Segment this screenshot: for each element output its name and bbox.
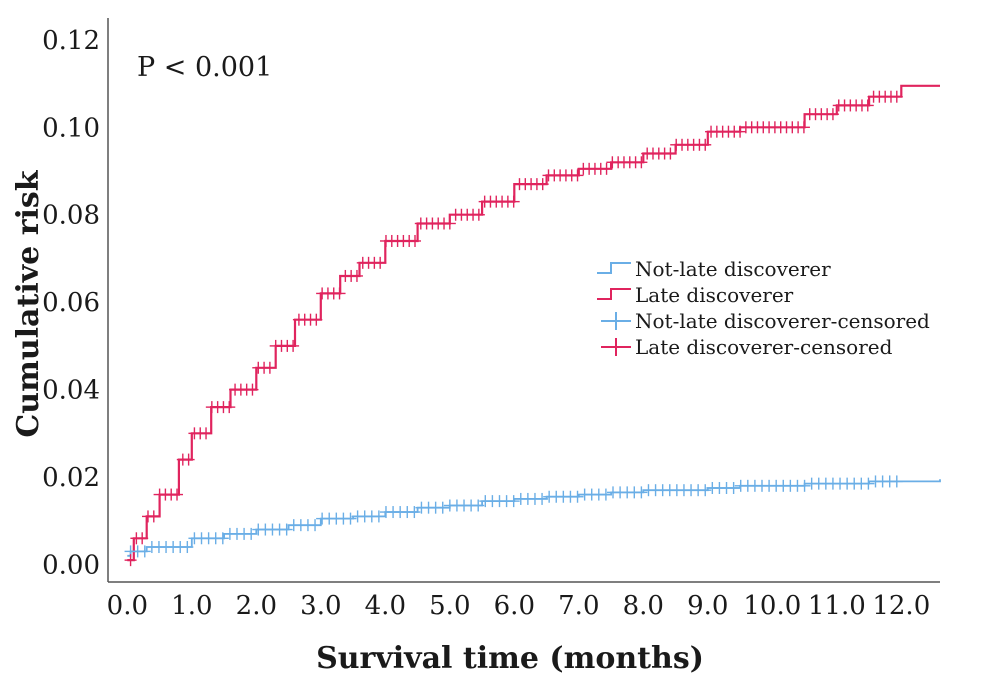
censor-mark xyxy=(798,479,811,492)
censor-mark xyxy=(372,510,385,523)
censor-mark xyxy=(138,545,151,558)
legend-label: Late discoverer xyxy=(635,283,794,307)
legend-label: Late discoverer-censored xyxy=(635,335,893,359)
censor-mark xyxy=(890,475,903,488)
censor-mark xyxy=(408,506,421,519)
series-line-not-late xyxy=(127,479,941,557)
censor-mark xyxy=(571,490,584,503)
censor-mark xyxy=(344,512,357,525)
censor-mark xyxy=(333,287,346,300)
censor-mark xyxy=(245,527,258,540)
censor-mark xyxy=(309,519,322,532)
censor-mark xyxy=(280,523,293,536)
censor-mark xyxy=(472,499,485,512)
axes xyxy=(107,18,940,583)
y-tick-label: 0.04 xyxy=(42,376,100,406)
legend-item: Late discoverer-censored xyxy=(601,335,893,359)
censor-mark xyxy=(287,339,300,352)
censor-mark xyxy=(536,492,549,505)
censor-mark xyxy=(147,510,160,523)
censor-mark xyxy=(664,147,677,160)
censor-mark xyxy=(571,169,584,182)
x-tick-label: 6.0 xyxy=(494,591,535,621)
x-tick-label: 10.0 xyxy=(743,591,801,621)
y-tick-label: 0.10 xyxy=(42,113,100,143)
legend-label: Not-late discoverer xyxy=(635,257,831,281)
y-tick-label: 0.08 xyxy=(42,201,100,231)
y-tick-labels: 0.00 0.02 0.04 0.06 0.08 0.10 0.12 xyxy=(42,26,100,581)
censor-marks xyxy=(124,90,903,567)
censor-mark xyxy=(599,488,612,501)
censor-mark xyxy=(507,495,520,508)
censor-mark xyxy=(263,361,276,374)
y-axis-title: Cumulative risk xyxy=(11,169,46,437)
censor-mark xyxy=(124,554,137,567)
x-tick-label: 11.0 xyxy=(808,591,866,621)
y-tick-label: 0.12 xyxy=(42,26,100,56)
censor-mark xyxy=(635,486,648,499)
censor-mark xyxy=(797,121,810,134)
legend-label: Not-late discoverer-censored xyxy=(635,309,930,333)
censor-mark xyxy=(861,99,874,112)
censor-mark xyxy=(171,488,184,501)
censor-mark xyxy=(350,269,363,282)
censor-mark xyxy=(472,208,485,221)
y-tick-label: 0.00 xyxy=(42,551,100,581)
censor-mark xyxy=(310,313,323,326)
censor-mark xyxy=(600,162,613,175)
y-tick-label: 0.06 xyxy=(42,288,100,318)
legend-item: Not-late discoverer-censored xyxy=(601,309,930,333)
x-tick-label: 5.0 xyxy=(429,591,470,621)
x-tick-labels: 0.0 1.0 2.0 3.0 4.0 5.0 6.0 7.0 8.0 9.0 10.0 11.0 12… xyxy=(107,591,931,621)
x-tick-label: 4.0 xyxy=(365,591,406,621)
censor-mark xyxy=(826,108,839,121)
censor-mark xyxy=(409,234,422,247)
p-value-annotation: P < 0.001 xyxy=(137,52,272,83)
censor-mark xyxy=(223,401,236,414)
censor-mark xyxy=(507,195,520,208)
censor-mark xyxy=(182,453,195,466)
censor-mark xyxy=(890,90,903,103)
y-tick-label: 0.02 xyxy=(42,463,100,493)
censor-mark xyxy=(699,138,712,151)
x-tick-label: 9.0 xyxy=(687,591,728,621)
legend-item: Late discoverer xyxy=(597,283,794,307)
x-tick-label: 7.0 xyxy=(558,591,599,621)
censor-mark xyxy=(635,156,648,169)
censor-mark xyxy=(246,383,259,396)
censor-mark xyxy=(536,178,549,191)
legend-item: Not-late discoverer xyxy=(597,257,831,281)
censor-mark xyxy=(136,532,149,545)
censor-mark xyxy=(727,482,740,494)
x-tick-label: 8.0 xyxy=(623,591,664,621)
censor-mark xyxy=(181,541,194,554)
censor-mark xyxy=(216,532,229,545)
x-tick-label: 0.0 xyxy=(107,591,148,621)
censor-mark xyxy=(200,427,213,440)
censor-mark xyxy=(862,477,875,490)
x-tick-label: 2.0 xyxy=(236,591,277,621)
legend-swatch-step xyxy=(597,288,631,300)
legend-swatch-step xyxy=(597,262,631,274)
censor-mark xyxy=(443,217,456,230)
x-tick-label: 12.0 xyxy=(872,591,930,621)
censor-mark xyxy=(699,484,712,497)
x-tick-label: 1.0 xyxy=(171,591,212,621)
x-axis-title: Survival time (months) xyxy=(316,641,704,676)
x-tick-label: 3.0 xyxy=(300,591,341,621)
censor-mark xyxy=(436,501,449,514)
censor-mark xyxy=(374,256,387,269)
